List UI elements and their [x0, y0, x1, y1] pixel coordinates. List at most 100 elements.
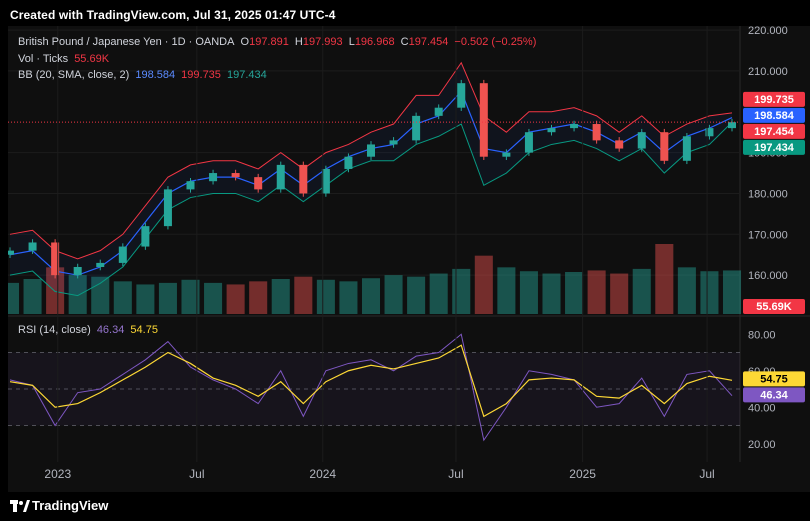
- price-candle: [209, 173, 218, 182]
- volume-legend: Vol · Ticks 55.69K: [18, 53, 112, 65]
- badge-bb-lower: 197.434: [754, 142, 795, 154]
- volume-bar: [700, 271, 719, 314]
- volume-bar: [497, 267, 516, 314]
- badge-bb-basis: 198.584: [754, 110, 795, 122]
- close-label: C: [400, 36, 409, 48]
- badge-close: 197.454: [754, 126, 795, 138]
- volume-bar: [384, 275, 403, 314]
- price-candle: [299, 164, 308, 194]
- price-candle: [615, 140, 624, 149]
- high-label: H: [294, 36, 303, 48]
- rsi-band-fill: [8, 352, 740, 426]
- price-candle: [524, 132, 533, 153]
- badge-bb-basis-bg: [743, 107, 805, 123]
- time-tick-label: Jul: [699, 467, 714, 481]
- volume-bar: [0, 282, 20, 314]
- price-candle: [412, 115, 421, 141]
- price-candle: [73, 266, 82, 276]
- price-candle: [728, 122, 736, 129]
- rsi-line: [9, 333, 733, 442]
- time-tick-label: 2025: [569, 467, 596, 481]
- volume-bar: [610, 273, 629, 314]
- bb-upper-line: [9, 61, 733, 260]
- low-label: L: [348, 36, 355, 48]
- time-tick-label: 2023: [44, 467, 71, 481]
- rsi-ma-line: [9, 344, 733, 418]
- volume-bar: [339, 281, 358, 314]
- volume-bar: [407, 276, 426, 314]
- volume-bar: [158, 282, 177, 314]
- price-candle: [570, 124, 579, 129]
- price-tick-label: 160.000: [748, 270, 788, 282]
- volume-bar: [587, 270, 606, 314]
- volume-bar: [722, 270, 742, 314]
- badge-close-bg: [743, 123, 805, 139]
- volume-bar: [677, 267, 696, 314]
- price-candle: [344, 156, 353, 169]
- price-candle: [457, 83, 466, 108]
- volume-bar: [542, 273, 561, 314]
- badge-rsi-bg: [743, 387, 805, 403]
- chart-panel[interactable]: 160.000170.000180.000190.000210.000220.0…: [0, 25, 810, 492]
- volume-bar: [23, 279, 42, 314]
- volume-bar: [113, 281, 132, 314]
- time-tick-label: Jul: [448, 467, 463, 481]
- price-candle: [163, 189, 172, 227]
- volume-bar: [271, 279, 290, 314]
- rsi-value: 46.34: [96, 324, 125, 336]
- open-label: O: [240, 36, 250, 48]
- change-value: −0.502 (−0.25%): [454, 36, 537, 48]
- volume-bar: [361, 278, 381, 314]
- volume-bar: [316, 279, 335, 314]
- volume-bar: [655, 244, 674, 314]
- volume-bar: [565, 272, 584, 314]
- rsi-tick-label: 20.00: [748, 439, 776, 451]
- tradingview-logo-icon: [10, 500, 30, 512]
- symbol-title: British Pound / Japanese Yen · 1D · OAND…: [18, 36, 235, 48]
- price-candle: [705, 128, 714, 137]
- volume-bar: [46, 267, 65, 314]
- badge-bb-upper: 199.735: [754, 94, 794, 106]
- rsi-tick-label: 80.00: [748, 329, 776, 341]
- footer: TradingView: [0, 492, 810, 521]
- volume-bar: [68, 275, 87, 314]
- price-candle: [231, 173, 240, 178]
- price-candle: [118, 246, 127, 263]
- price-candle: [637, 132, 646, 149]
- price-candle: [434, 107, 443, 116]
- price-tick-label: 210.000: [748, 66, 788, 78]
- volume-bar: [452, 268, 471, 314]
- price-candle: [28, 242, 37, 251]
- volume-bar: [474, 255, 493, 314]
- bb-fill: [10, 62, 732, 296]
- price-candle: [186, 181, 195, 190]
- low-value: 196.968: [354, 36, 395, 48]
- volume-bar: [181, 279, 200, 314]
- rsi-label: RSI (14, close): [18, 324, 91, 336]
- price-tick-label: 220.000: [748, 26, 788, 37]
- badge-rsi: 46.34: [760, 389, 788, 401]
- price-tick-label: 180.000: [748, 188, 788, 200]
- volume-bar: [204, 282, 223, 314]
- price-candle: [96, 262, 105, 267]
- rsi-legend: RSI (14, close) 46.34 54.75: [18, 324, 161, 336]
- price-candle: [502, 152, 511, 157]
- chart-svg[interactable]: 160.000170.000180.000190.000210.000220.0…: [0, 25, 810, 492]
- badge-volume: 55.69K: [756, 301, 792, 313]
- bb-lower-value: 197.434: [226, 69, 267, 81]
- volume-label: Vol · Ticks: [18, 53, 69, 65]
- price-candle: [547, 128, 556, 133]
- price-tick-label: 170.000: [748, 229, 788, 241]
- bb-basis-value: 198.584: [135, 69, 176, 81]
- credit-text: Created with TradingView.com, Jul 31, 20…: [10, 8, 336, 22]
- price-candle: [479, 83, 488, 157]
- rsi-tick-label: 40.00: [748, 402, 776, 414]
- close-value: 197.454: [408, 36, 449, 48]
- price-candle: [254, 177, 263, 190]
- badge-bb-lower-bg: [743, 139, 805, 155]
- price-candle: [321, 168, 330, 194]
- volume-bar: [136, 284, 155, 314]
- footer-brand: TradingView: [32, 498, 109, 513]
- volume-bar: [519, 271, 538, 314]
